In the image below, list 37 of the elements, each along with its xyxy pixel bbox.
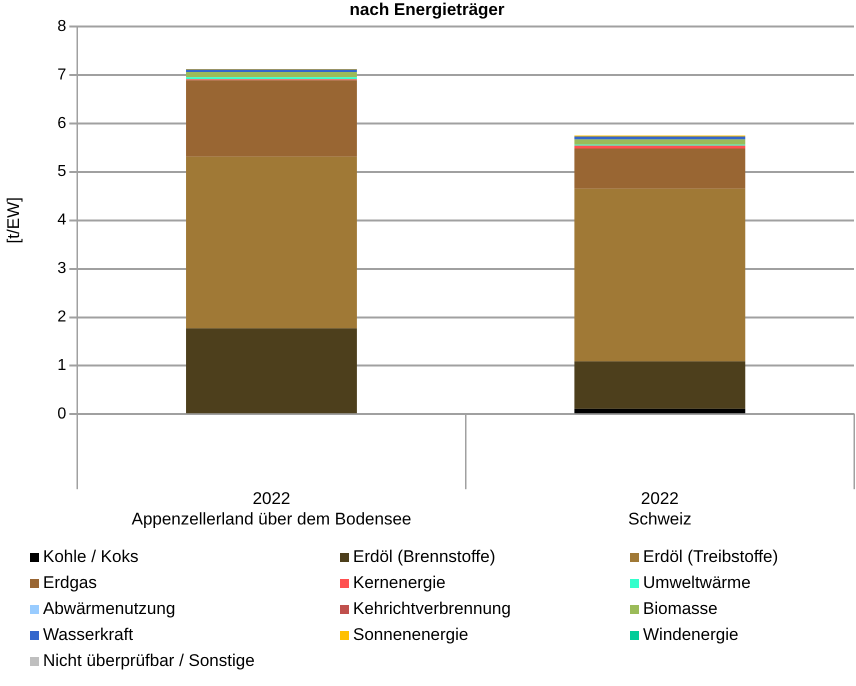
y-axis-title: [t/EW] — [4, 197, 23, 244]
legend-label: Windenergie — [642, 624, 740, 646]
chart-title: nach Energieträger — [350, 0, 505, 19]
legend-label: Abwärmenutzung — [42, 598, 176, 620]
legend-label: Umweltwärme — [642, 572, 752, 594]
y-tick-label: 7 — [57, 66, 66, 84]
y-tick-label: 6 — [57, 114, 66, 132]
legend-label: Wasserkraft — [42, 624, 134, 646]
legend-label: Erdöl (Brennstoffe) — [352, 546, 496, 568]
bar — [574, 146, 746, 149]
bar — [574, 136, 746, 140]
bar — [186, 328, 357, 414]
y-tick-label: 5 — [57, 163, 66, 180]
x-tick-label: 2022 Schweiz — [628, 489, 692, 528]
bar — [574, 139, 746, 145]
y-tick-label: 1 — [57, 357, 66, 374]
legend-label: Nicht überprüfbar / Sonstige — [42, 650, 256, 672]
y-tick-label: 4 — [57, 212, 66, 229]
bar — [186, 156, 357, 328]
bar — [186, 72, 357, 78]
legend-label: Sonnenenergie — [352, 624, 470, 646]
x-tick-label: 2022 Appenzellerland über dem Bodensee — [132, 489, 412, 528]
y-tick-label: 0 — [57, 406, 66, 423]
legend-label: Erdöl (Treibstoffe) — [642, 546, 780, 568]
legend-label: Kehrichtverbrennung — [352, 598, 512, 620]
legend-label: Kohle / Koks — [42, 546, 140, 568]
legend-label: Biomasse — [642, 598, 719, 620]
bar — [186, 80, 357, 157]
bar — [574, 361, 746, 409]
bar — [574, 148, 746, 189]
y-tick-label: 3 — [57, 260, 66, 278]
legend-label: Kernenergie — [352, 572, 447, 594]
legend-label: Erdgas — [42, 572, 98, 594]
bar — [574, 408, 746, 414]
bar — [574, 188, 746, 362]
y-tick-label: 2 — [57, 308, 66, 326]
y-tick-label: 8 — [57, 18, 66, 35]
